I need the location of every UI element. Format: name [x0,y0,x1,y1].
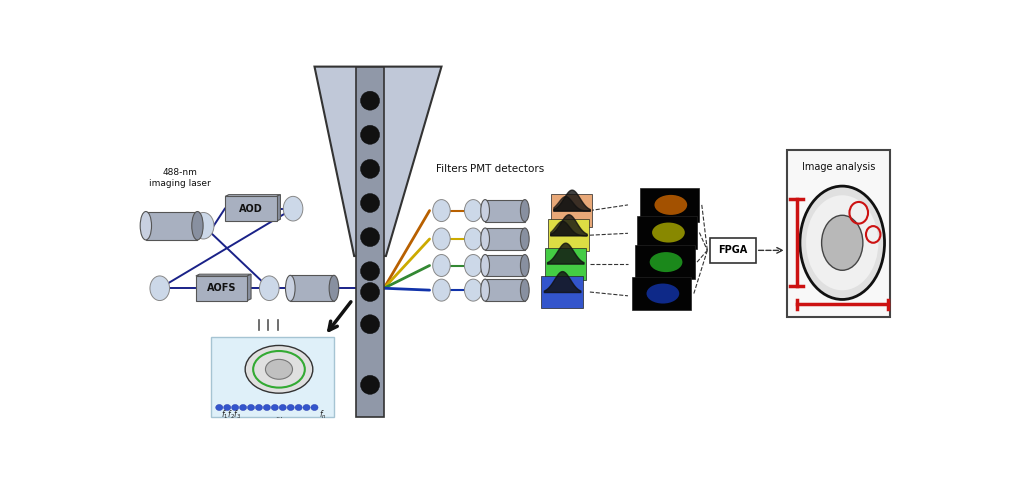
Text: FPGA: FPGA [718,246,748,255]
Ellipse shape [303,404,310,410]
Bar [196,276,248,301]
Ellipse shape [191,212,203,240]
Ellipse shape [520,254,529,277]
Bar [548,219,589,251]
Bar [211,338,334,417]
Ellipse shape [311,404,318,410]
Ellipse shape [652,222,685,243]
Bar [635,246,694,279]
Ellipse shape [271,404,279,410]
Text: ...: ... [275,411,283,420]
Bar [356,66,384,417]
Ellipse shape [240,404,247,410]
Text: PMT detectors: PMT detectors [470,164,545,174]
Ellipse shape [193,213,214,239]
Ellipse shape [480,254,489,277]
Text: AOFS: AOFS [207,283,237,293]
Ellipse shape [245,345,312,393]
Text: 488-nm
imaging laser: 488-nm imaging laser [148,168,211,188]
Ellipse shape [465,254,482,277]
Polygon shape [314,66,441,256]
Bar [551,194,592,227]
Ellipse shape [329,276,339,301]
Bar [145,212,198,240]
Ellipse shape [480,200,489,221]
Bar [786,150,890,317]
Ellipse shape [520,228,529,250]
Ellipse shape [223,404,230,410]
Ellipse shape [263,404,270,410]
Ellipse shape [360,315,380,334]
Ellipse shape [520,279,529,301]
Ellipse shape [433,228,451,250]
Ellipse shape [150,276,170,301]
Ellipse shape [216,404,223,410]
Ellipse shape [360,375,380,394]
Ellipse shape [286,276,295,301]
Ellipse shape [360,262,380,280]
Text: $f_n$: $f_n$ [318,409,327,422]
Ellipse shape [295,404,302,410]
Ellipse shape [465,200,482,221]
Ellipse shape [280,404,287,410]
Ellipse shape [821,215,863,270]
Text: Filters: Filters [436,164,468,174]
Ellipse shape [520,200,529,221]
Ellipse shape [654,195,687,215]
Ellipse shape [433,254,451,277]
Bar [485,200,524,221]
Ellipse shape [284,196,303,221]
Bar [632,277,691,310]
Ellipse shape [360,159,380,179]
Ellipse shape [231,404,239,410]
Ellipse shape [360,193,380,213]
Ellipse shape [140,212,152,240]
Bar [485,279,524,301]
Ellipse shape [480,279,489,301]
Bar [542,276,583,308]
Text: $f_1 f_2 f_3$: $f_1 f_2 f_3$ [221,409,242,422]
Bar [225,196,276,221]
Bar [638,216,697,249]
Bar [290,276,334,301]
Ellipse shape [265,359,293,379]
Polygon shape [248,274,251,301]
Bar [545,247,586,280]
Ellipse shape [360,228,380,246]
Ellipse shape [465,279,482,301]
Ellipse shape [806,195,879,290]
Ellipse shape [480,228,489,250]
Text: AOD: AOD [240,204,263,214]
Ellipse shape [433,279,451,301]
Bar [485,254,524,277]
Text: Image analysis: Image analysis [802,162,874,172]
Ellipse shape [255,404,262,410]
Ellipse shape [248,404,255,410]
Ellipse shape [259,276,280,301]
Ellipse shape [433,200,451,221]
Ellipse shape [360,91,380,110]
Ellipse shape [465,228,482,250]
Bar [485,228,524,250]
Polygon shape [225,195,281,196]
Bar [710,238,756,263]
Ellipse shape [646,283,679,304]
Ellipse shape [800,186,885,300]
Ellipse shape [287,404,294,410]
Ellipse shape [360,125,380,144]
Polygon shape [276,195,281,221]
Ellipse shape [360,282,380,302]
Polygon shape [196,274,251,276]
Ellipse shape [649,252,682,272]
Bar [640,188,699,221]
